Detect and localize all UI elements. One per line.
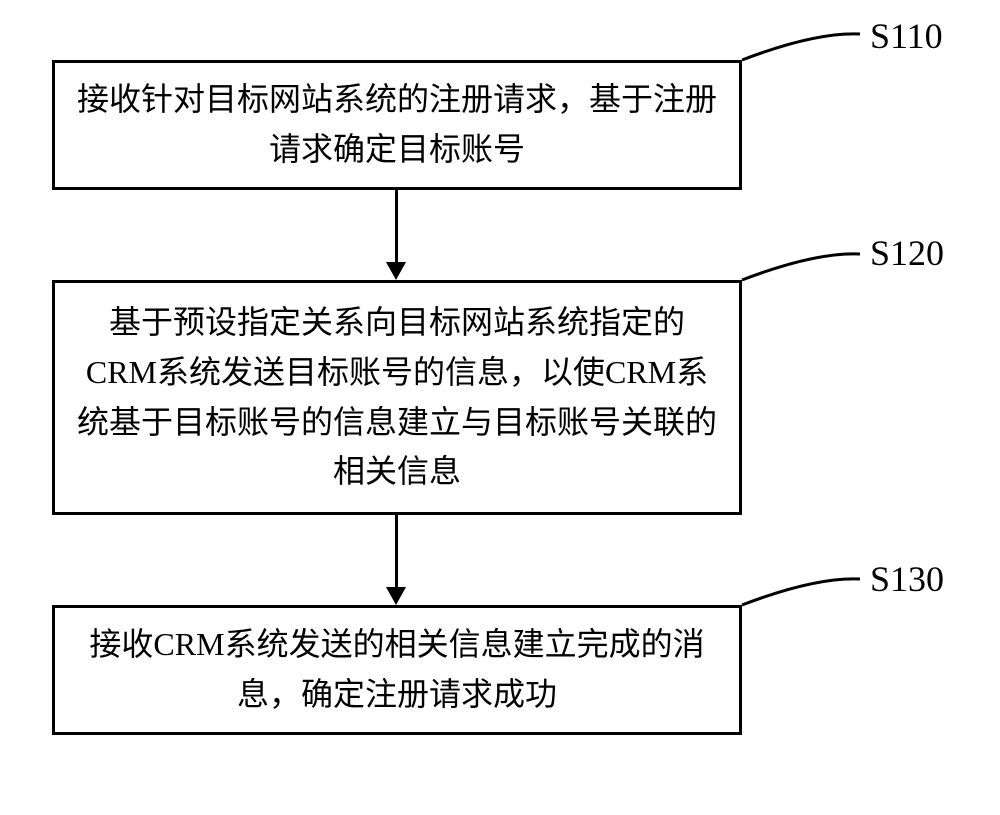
flow-step-text: 基于预设指定关系向目标网站系统指定的CRM系统发送目标账号的信息，以使CRM系统…: [75, 298, 719, 496]
arrow-s120-s130-line: [395, 515, 398, 587]
flow-step-text: 接收CRM系统发送的相关信息建立完成的消息，确定注册请求成功: [75, 620, 719, 719]
step-label-s110: S110: [870, 15, 943, 57]
step-label-text: S110: [870, 16, 943, 56]
step-label-text: S130: [870, 559, 944, 599]
step-label-s120: S120: [870, 232, 944, 274]
arrow-s110-s120-head: [386, 262, 406, 280]
step-label-text: S120: [870, 233, 944, 273]
step-label-s130: S130: [870, 558, 944, 600]
flow-step-s130: 接收CRM系统发送的相关信息建立完成的消息，确定注册请求成功: [52, 605, 742, 735]
flow-step-text: 接收针对目标网站系统的注册请求，基于注册请求确定目标账号: [75, 75, 719, 174]
arrow-s110-s120-line: [395, 190, 398, 262]
flow-step-s120: 基于预设指定关系向目标网站系统指定的CRM系统发送目标账号的信息，以使CRM系统…: [52, 280, 742, 515]
arrow-s120-s130-head: [386, 587, 406, 605]
flow-step-s110: 接收针对目标网站系统的注册请求，基于注册请求确定目标账号: [52, 60, 742, 190]
